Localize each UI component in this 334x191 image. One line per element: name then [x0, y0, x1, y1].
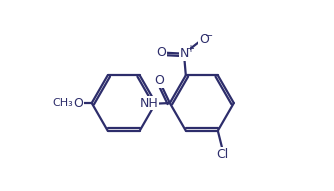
Text: CH₃: CH₃	[52, 98, 73, 108]
Text: +: +	[186, 44, 194, 54]
Text: O: O	[199, 33, 209, 46]
Text: −: −	[205, 31, 213, 41]
Text: N: N	[180, 47, 190, 60]
Text: Cl: Cl	[216, 148, 229, 161]
Text: O: O	[156, 46, 166, 59]
Text: O: O	[155, 74, 164, 87]
Text: O: O	[73, 96, 84, 109]
Text: NH: NH	[140, 96, 159, 109]
